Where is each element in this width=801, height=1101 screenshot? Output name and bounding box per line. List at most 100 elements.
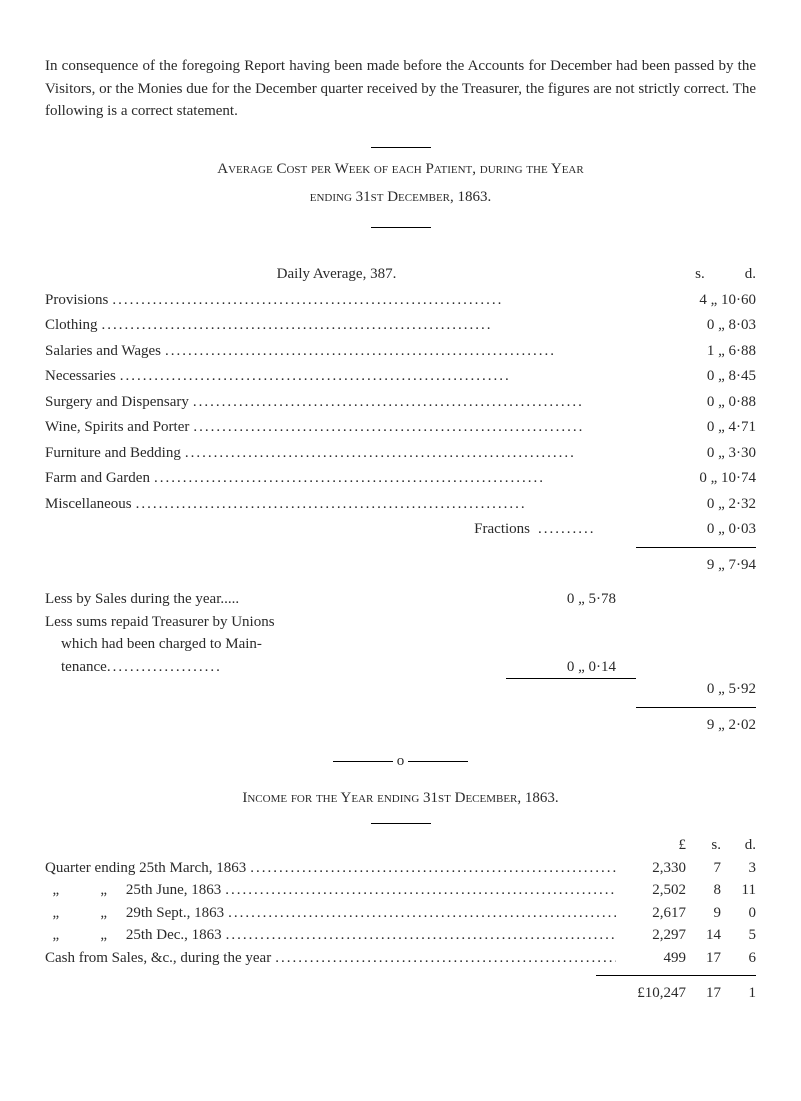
less-val-1: 0 „ 5·78 — [547, 588, 636, 611]
cost-item-label: Necessaries — [45, 365, 116, 388]
cost-item-row: Miscellaneous...........................… — [45, 493, 756, 516]
income-row: „ „ 29th Sept., 1863....................… — [45, 902, 756, 925]
fractions-label: Fractions — [474, 518, 538, 541]
less-total-row: 0 „ 5·92 — [45, 678, 756, 701]
less-total: 0 „ 5·92 — [636, 678, 756, 701]
cost-item-label: Miscellaneous — [45, 493, 132, 516]
less-line-2a: Less sums repaid Treasurer by Unions — [45, 611, 596, 634]
fractions-value: 0 „ 0·03 — [628, 518, 756, 541]
fractions-dots: .......... — [538, 518, 628, 541]
cost-item-row: Furniture and Bedding...................… — [45, 442, 756, 465]
dots: ........................................… — [224, 902, 616, 925]
dots: ........................................… — [189, 416, 628, 439]
less-line-2b: which had been charged to Main- — [45, 633, 596, 656]
subtotal-rule — [636, 547, 756, 548]
cost-item-label: Surgery and Dispensary — [45, 391, 189, 414]
avg-heading-1: Average Cost per Week of each Patient, d… — [45, 158, 756, 181]
income-pence: 0 — [721, 902, 756, 925]
dots: ........................................… — [271, 947, 616, 970]
income-shillings: 14 — [686, 924, 721, 947]
divider — [371, 227, 431, 228]
dots: ........................................… — [98, 314, 628, 337]
income-shillings: 7 — [686, 857, 721, 880]
income-label: „ „ 25th June, 1863 — [45, 879, 221, 902]
cost-item-value: 4 „ 10·60 — [628, 289, 756, 312]
income-row: „ „ 25th June, 1863.....................… — [45, 879, 756, 902]
income-row: Cash from Sales, &c., during the year...… — [45, 947, 756, 970]
income-total-d: 1 — [721, 982, 756, 1005]
income-shillings: 17 — [686, 947, 721, 970]
cost-item-value: 0 „ 10·74 — [628, 467, 756, 490]
less-row-1: Less by Sales during the year..... 0 „ 5… — [45, 588, 756, 611]
income-label: Cash from Sales, &c., during the year — [45, 947, 271, 970]
cost-item-value: 0 „ 8·03 — [628, 314, 756, 337]
cost-item-value: 0 „ 3·30 — [628, 442, 756, 465]
cost-item-label: Farm and Garden — [45, 467, 150, 490]
cost-item-label: Provisions — [45, 289, 108, 312]
income-pounds: 499 — [616, 947, 686, 970]
cost-item-row: Clothing................................… — [45, 314, 756, 337]
money-header-row: £ s. d. — [45, 834, 756, 857]
avg-heading-2: ending 31st December, 1863. — [45, 186, 756, 209]
income-row: Quarter ending 25th March, 1863.........… — [45, 857, 756, 880]
cost-item-value: 0 „ 2·32 — [628, 493, 756, 516]
income-pence: 3 — [721, 857, 756, 880]
subtotal-row: 9 „ 7·94 — [45, 554, 756, 577]
income-label: „ „ 29th Sept., 1863 — [45, 902, 224, 925]
cost-item-label: Salaries and Wages — [45, 340, 161, 363]
cost-item-row: Farm and Garden.........................… — [45, 467, 756, 490]
money-col-d: d. — [721, 834, 756, 857]
dots: ........................................… — [132, 493, 628, 516]
cost-item-row: Surgery and Dispensary..................… — [45, 391, 756, 414]
less-row-2c: tenance .................... 0 „ 0·14 — [45, 656, 756, 679]
income-pounds: 2,617 — [616, 902, 686, 925]
divider — [371, 823, 431, 824]
divider — [371, 147, 431, 148]
income-pounds: 2,330 — [616, 857, 686, 880]
money-col-s: s. — [686, 834, 721, 857]
dots: ........................................… — [189, 391, 628, 414]
dots: ........................................… — [181, 442, 628, 465]
dots: ........................................… — [116, 365, 628, 388]
less-line-1: Less by Sales during the year — [45, 591, 220, 607]
dots: ........................................… — [108, 289, 628, 312]
income-pence: 5 — [721, 924, 756, 947]
income-shillings: 9 — [686, 902, 721, 925]
money-col-l: £ — [616, 834, 686, 857]
grand-total-row: 9 „ 2·02 — [45, 714, 756, 737]
col-s: s. — [695, 263, 705, 286]
income-label: Quarter ending 25th March, 1863 — [45, 857, 246, 880]
dots: ........................................… — [221, 879, 616, 902]
o-rule: o — [45, 750, 756, 773]
income-total-l: £10,247 — [637, 982, 686, 1005]
income-total-row: £10,247 17 1 — [45, 982, 756, 1005]
cost-item-label: Furniture and Bedding — [45, 442, 181, 465]
subtotal-1: 9 „ 7·94 — [628, 554, 756, 577]
dots: ........................................… — [222, 924, 616, 947]
cost-item-row: Provisions..............................… — [45, 289, 756, 312]
intro-text: In consequence of the foregoing Report h… — [45, 55, 756, 123]
income-pence: 11 — [721, 879, 756, 902]
dots: ........................................… — [150, 467, 628, 490]
income-total-rule — [596, 975, 756, 976]
income-shillings: 8 — [686, 879, 721, 902]
cost-item-value: 0 „ 4·71 — [628, 416, 756, 439]
cost-item-row: Wine, Spirits and Porter................… — [45, 416, 756, 439]
less-row-2b: which had been charged to Main- — [45, 633, 756, 656]
col-d: d. — [745, 263, 756, 286]
income-pounds: 2,297 — [616, 924, 686, 947]
dots: ........................................… — [246, 857, 616, 880]
income-label: „ „ 25th Dec., 1863 — [45, 924, 222, 947]
cost-item-value: 1 „ 6·88 — [628, 340, 756, 363]
cost-item-label: Wine, Spirits and Porter — [45, 416, 189, 439]
cost-item-row: Salaries and Wages......................… — [45, 340, 756, 363]
cost-item-value: 0 „ 8·45 — [628, 365, 756, 388]
income-row: „ „ 25th Dec., 1863.....................… — [45, 924, 756, 947]
cost-item-label: Clothing — [45, 314, 98, 337]
income-heading: Income for the Year ending 31st December… — [45, 787, 756, 810]
grand-total: 9 „ 2·02 — [628, 714, 756, 737]
cost-item-row: Necessaries.............................… — [45, 365, 756, 388]
column-header-row: x — [45, 238, 756, 261]
fractions-row: Fractions .......... 0 „ 0·03 — [45, 518, 756, 541]
income-pence: 6 — [721, 947, 756, 970]
